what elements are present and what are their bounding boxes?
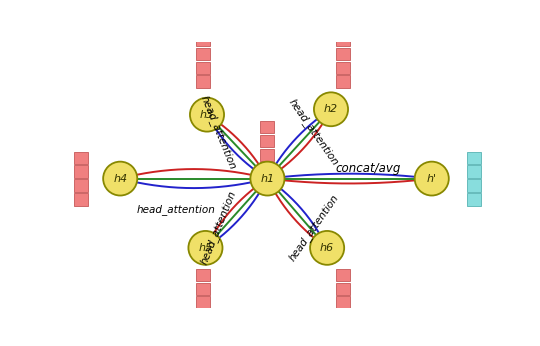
Bar [196,34,210,46]
Text: head_attention: head_attention [287,192,341,263]
Bar [467,165,481,178]
Bar [196,283,210,295]
Bar [196,75,210,88]
Circle shape [251,162,285,195]
Bar [336,34,349,46]
Bar [336,75,349,88]
Bar [260,121,274,133]
Text: head_attention: head_attention [199,189,239,266]
Bar [196,297,210,309]
Bar [467,152,481,164]
Circle shape [415,162,449,195]
Text: head_attention: head_attention [287,97,341,168]
Bar [336,310,349,322]
Bar [260,135,274,147]
Text: head_attention: head_attention [199,94,239,171]
Bar [336,297,349,309]
Text: concat/avg: concat/avg [335,162,401,175]
Text: h1: h1 [260,174,274,184]
Bar [260,162,274,175]
Text: h4: h4 [113,174,127,184]
Bar [467,179,481,192]
Circle shape [190,98,224,131]
Bar [75,152,89,164]
Bar [196,269,210,281]
Circle shape [188,231,222,265]
Bar [75,193,89,206]
Bar [336,283,349,295]
Text: h6: h6 [320,243,334,253]
Bar [336,62,349,74]
Circle shape [103,162,137,195]
Bar [75,179,89,192]
Circle shape [310,231,344,265]
Circle shape [314,92,348,126]
Text: h5: h5 [198,243,213,253]
Text: h2: h2 [324,104,338,114]
Bar [75,165,89,178]
Bar [196,310,210,322]
Bar [467,193,481,206]
Bar [260,148,274,161]
Bar [336,269,349,281]
Bar [196,62,210,74]
Bar [336,48,349,60]
Text: head_attention: head_attention [137,204,215,215]
Text: h': h' [427,174,437,184]
Text: h3: h3 [200,110,214,120]
Bar [196,48,210,60]
